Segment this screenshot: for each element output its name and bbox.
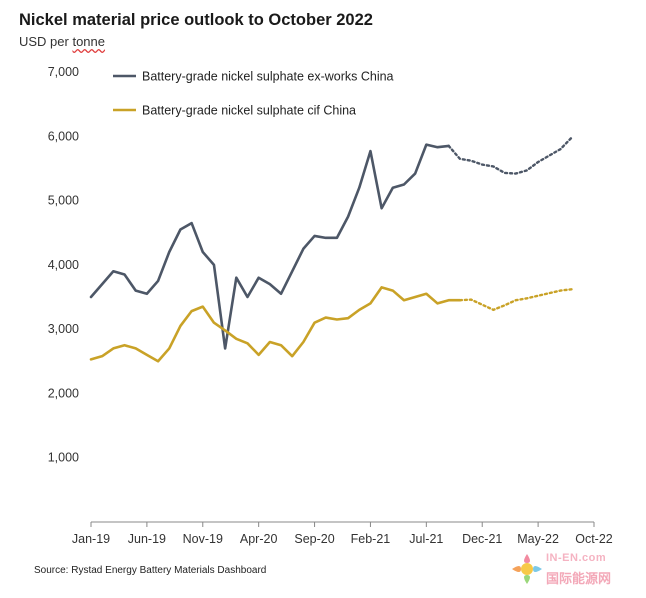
x-tick-label: Dec-21 [462,532,502,546]
nickel-price-chart: 1,000 2,000 3,000 4,000 5,000 6,000 7,000 Jan-1… [48,65,613,546]
y-tick-label: 6,000 [48,129,79,143]
x-tick-label: Feb-21 [351,532,391,546]
y-tick-label: 5,000 [48,194,79,208]
watermark: IN-EN.com 国际能源网 [508,548,638,592]
x-tick-label: Jun-19 [128,532,166,546]
watermark-bottom-text: 国际能源网 [546,571,612,586]
y-tick-label: 4,000 [48,258,79,272]
y-tick-label: 7,000 [48,65,79,79]
chart-title: Nickel material price outlook to October… [19,11,373,29]
x-tick-label: Jan-19 [72,532,110,546]
y-tick-label: 3,000 [48,322,79,336]
chart-legend: Battery-grade nickel sulphate ex-works C… [113,70,394,118]
x-tick-label: Jul-21 [409,532,443,546]
watermark-logo-icon [512,554,542,584]
series-forecast-line-2 [458,288,573,312]
chart-series [89,136,573,363]
y-tick-label: 1,000 [48,451,79,465]
subtitle-unit: tonne [72,34,106,49]
x-tick-label: May-22 [517,532,559,546]
x-tick-label: Nov-19 [183,532,223,546]
x-tick-label: Apr-20 [240,532,278,546]
series-line-2 [89,286,462,363]
x-tick-label: Sep-20 [294,532,334,546]
legend-label-2: Battery-grade nickel sulphate cif China [142,104,356,118]
series-line-1 [89,143,450,350]
chart-axes: 1,000 2,000 3,000 4,000 5,000 6,000 7,000 Jan-1… [48,65,613,546]
x-tick-label: Oct-22 [575,532,613,546]
series-forecast-line-1 [447,136,573,175]
subtitle-prefix: USD per [19,34,73,49]
legend-label-1: Battery-grade nickel sulphate ex-works C… [142,70,394,84]
chart-subtitle: USD per tonne [19,34,105,49]
y-tick-label: 2,000 [48,386,79,400]
source-note: Source: Rystad Energy Battery Materials … [34,565,267,576]
watermark-top-text: IN-EN.com [546,552,607,564]
